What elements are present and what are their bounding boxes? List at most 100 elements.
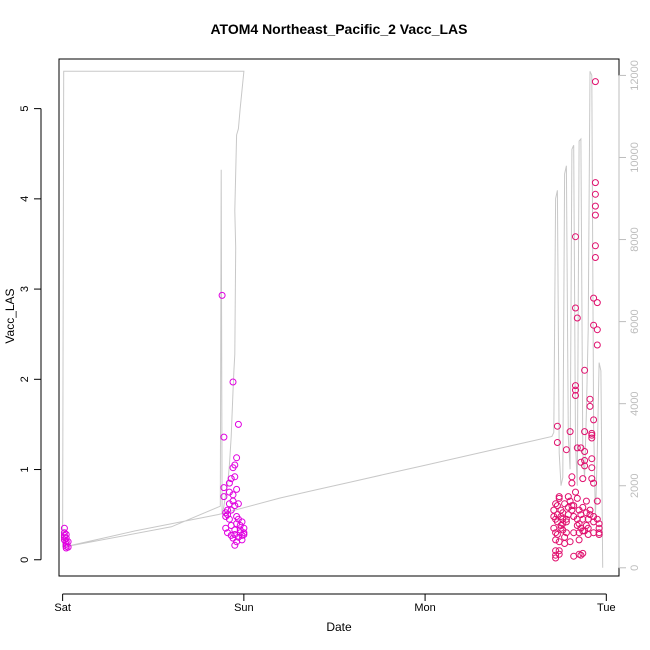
secondary-y-tick-label: 12000 bbox=[629, 60, 641, 91]
x-tick-label: Sat bbox=[54, 602, 71, 614]
series-line bbox=[62, 70, 604, 568]
data-point bbox=[231, 473, 239, 481]
data-point bbox=[581, 462, 589, 470]
data-point bbox=[586, 506, 594, 514]
data-point bbox=[220, 484, 228, 492]
data-point bbox=[591, 254, 599, 261]
data-point bbox=[591, 179, 599, 187]
data-point bbox=[581, 428, 589, 436]
data-point bbox=[593, 497, 601, 505]
data-point bbox=[577, 444, 585, 452]
data-point bbox=[561, 500, 569, 508]
data-point bbox=[62, 531, 70, 538]
data-point bbox=[557, 522, 565, 529]
data-point bbox=[64, 543, 72, 551]
data-point bbox=[566, 497, 574, 505]
data-point bbox=[572, 304, 579, 312]
data-point bbox=[579, 503, 587, 511]
data-point bbox=[570, 502, 578, 510]
data-point bbox=[591, 242, 599, 250]
y-tick-label: 1 bbox=[19, 466, 31, 472]
secondary-y-tick-label: 0 bbox=[629, 565, 641, 571]
y-tick-label: 3 bbox=[19, 286, 31, 292]
data-point bbox=[225, 515, 233, 523]
data-point bbox=[224, 506, 231, 514]
data-point bbox=[231, 461, 239, 469]
y-axis-label: Vacc_LAS bbox=[3, 288, 17, 343]
data-point bbox=[552, 554, 560, 562]
data-point bbox=[231, 541, 239, 549]
x-tick-label: Mon bbox=[414, 602, 435, 614]
data-point bbox=[220, 433, 228, 441]
data-point bbox=[553, 439, 561, 446]
data-point bbox=[231, 502, 239, 510]
x-axis: Sat Sun Mon Tue bbox=[54, 593, 616, 614]
secondary-y-axis: 0 2000 4000 6000 8000 10000 12000 bbox=[618, 60, 641, 571]
data-point bbox=[584, 515, 592, 523]
data-point bbox=[591, 202, 599, 210]
data-point bbox=[234, 420, 242, 428]
chart-title: ATOM4 Northeast_Pacific_2 Vacc_LAS bbox=[210, 21, 467, 37]
x-tick-label: Sun bbox=[234, 602, 254, 614]
data-point bbox=[222, 524, 230, 532]
y-tick-label: 0 bbox=[19, 557, 31, 563]
data-point bbox=[577, 458, 585, 466]
secondary-y-tick-label: 2000 bbox=[629, 473, 641, 497]
data-point bbox=[229, 378, 237, 386]
y-tick-label: 5 bbox=[19, 106, 31, 112]
data-point bbox=[582, 497, 590, 505]
data-point bbox=[562, 518, 570, 526]
data-point bbox=[233, 454, 241, 462]
plot-frame bbox=[58, 58, 620, 577]
data-point bbox=[231, 526, 239, 534]
data-point bbox=[550, 524, 558, 532]
data-point bbox=[572, 382, 579, 390]
data-point bbox=[555, 550, 563, 558]
data-point bbox=[552, 551, 560, 559]
data-point bbox=[590, 321, 598, 329]
data-point bbox=[588, 475, 596, 483]
data-point bbox=[581, 457, 589, 464]
data-point bbox=[579, 549, 587, 557]
y-axis: 0 1 2 3 4 5 bbox=[19, 106, 42, 563]
data-point bbox=[555, 494, 563, 502]
data-point bbox=[553, 422, 561, 430]
data-point bbox=[234, 500, 242, 508]
data-point bbox=[572, 392, 579, 399]
data-point bbox=[591, 78, 599, 86]
data-point bbox=[557, 524, 565, 532]
data-point bbox=[573, 494, 581, 502]
data-point bbox=[572, 386, 579, 394]
data-point bbox=[575, 536, 583, 544]
data-point bbox=[552, 529, 560, 537]
data-point bbox=[573, 444, 581, 452]
data-point bbox=[64, 538, 72, 546]
data-point bbox=[229, 491, 237, 499]
data-point bbox=[568, 479, 576, 487]
x-axis-label: Date bbox=[326, 620, 352, 634]
data-point bbox=[240, 524, 248, 532]
data-point bbox=[225, 479, 233, 487]
data-point bbox=[579, 475, 587, 483]
data-point bbox=[238, 518, 246, 526]
data-point bbox=[593, 326, 601, 334]
data-point bbox=[552, 547, 560, 555]
data-point bbox=[572, 488, 579, 496]
secondary-y-tick-label: 4000 bbox=[629, 391, 641, 415]
data-point bbox=[227, 506, 235, 514]
data-point bbox=[573, 314, 581, 322]
data-point bbox=[555, 547, 563, 555]
data-point bbox=[588, 434, 596, 442]
data-point bbox=[562, 529, 570, 537]
data-point bbox=[590, 294, 598, 302]
data-point bbox=[575, 520, 583, 528]
data-point bbox=[593, 299, 601, 307]
data-point bbox=[577, 551, 585, 559]
data-point bbox=[566, 538, 574, 546]
data-point bbox=[552, 500, 560, 508]
data-point bbox=[564, 493, 572, 501]
secondary-y-tick-label: 10000 bbox=[629, 142, 641, 173]
data-point bbox=[586, 402, 594, 410]
data-point bbox=[591, 190, 599, 198]
data-point bbox=[590, 416, 598, 424]
